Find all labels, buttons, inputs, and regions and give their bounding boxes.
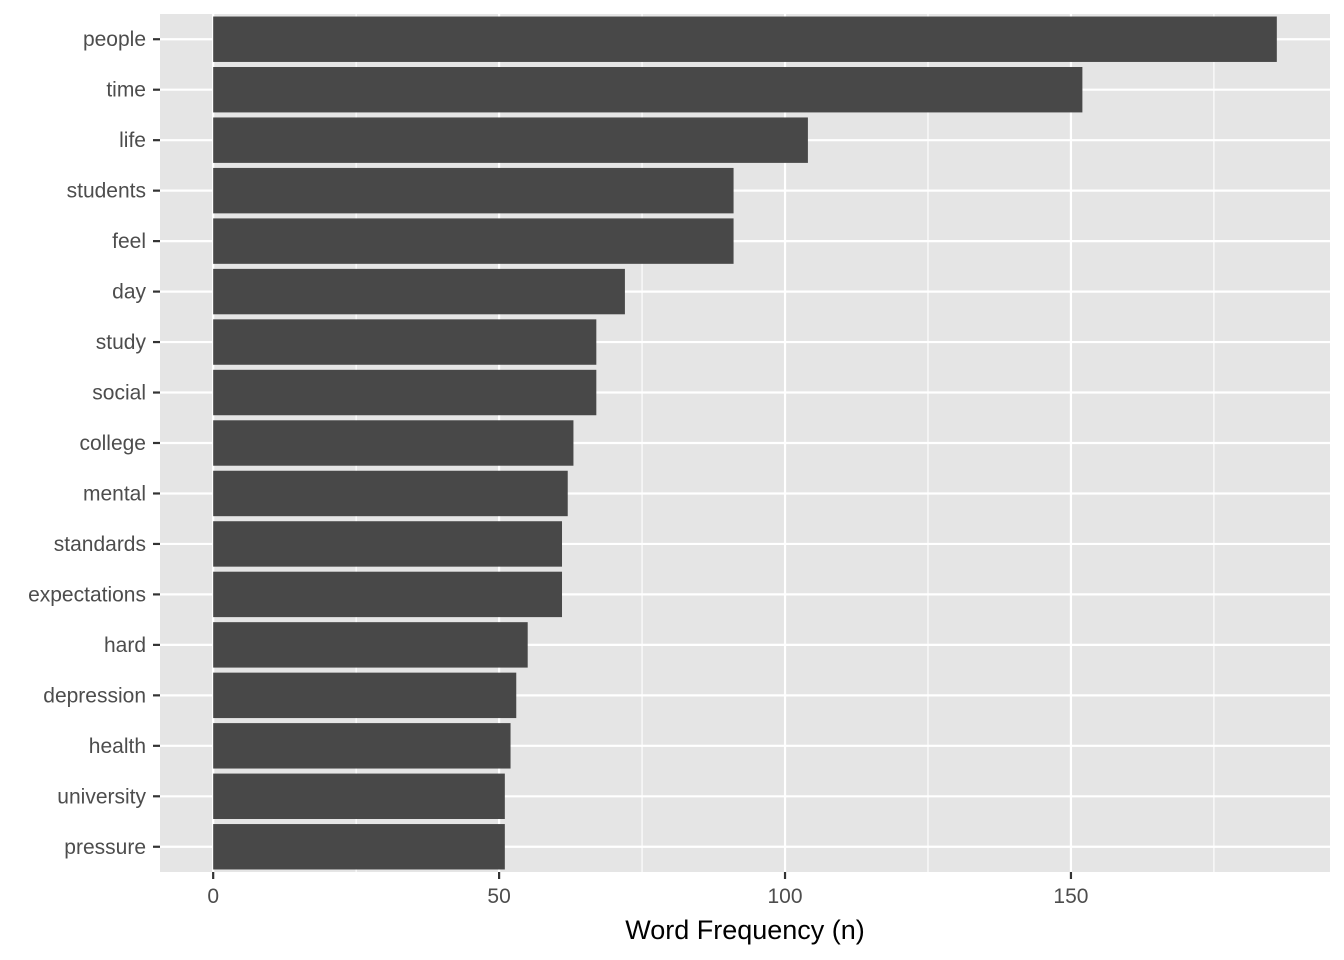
y-tick-label: college — [79, 432, 146, 455]
y-tick-label: day — [112, 281, 146, 304]
bar-time — [213, 66, 1083, 113]
bar-pressure — [213, 824, 505, 870]
y-tick-label: life — [119, 129, 146, 152]
x-axis: 0 50 100 150 — [207, 872, 1088, 908]
bar-college — [213, 420, 574, 466]
y-tick-label: hard — [104, 634, 146, 657]
bar-depression — [213, 672, 517, 719]
bar-day — [213, 268, 625, 315]
y-tick-label: health — [89, 735, 146, 758]
x-axis-title: Word Frequency (n) — [625, 915, 865, 945]
y-tick-label: people — [83, 28, 146, 51]
y-tick-label: pressure — [64, 836, 146, 859]
y-axis: people time life students feel day study social… — [28, 28, 160, 859]
bar-study — [213, 319, 597, 365]
y-tick-label: study — [96, 331, 147, 354]
y-tick-label: feel — [112, 230, 146, 253]
y-tick-label: students — [67, 180, 146, 203]
y-tick-label: standards — [54, 533, 146, 556]
bar-feel — [213, 218, 734, 264]
bar-students — [213, 167, 734, 214]
y-tick-label: depression — [43, 684, 146, 707]
bar-social — [213, 369, 597, 416]
x-tick-label: 150 — [1053, 885, 1088, 908]
y-tick-label: time — [106, 79, 146, 102]
y-tick-label: mental — [83, 482, 146, 505]
y-tick-label: social — [92, 382, 146, 405]
bars — [213, 16, 1277, 870]
bar-expectations — [213, 571, 563, 618]
y-tick-label: university — [57, 785, 146, 808]
bar-life — [213, 117, 808, 163]
bar-standards — [213, 521, 563, 567]
bar-health — [213, 723, 511, 769]
x-tick-label: 50 — [487, 885, 510, 908]
y-tick-label: expectations — [28, 583, 146, 606]
bar-hard — [213, 622, 528, 668]
bar-university — [213, 773, 505, 820]
bar-mental — [213, 470, 568, 517]
x-tick-label: 0 — [207, 885, 219, 908]
x-tick-label: 100 — [768, 885, 803, 908]
bar-people — [213, 16, 1277, 62]
